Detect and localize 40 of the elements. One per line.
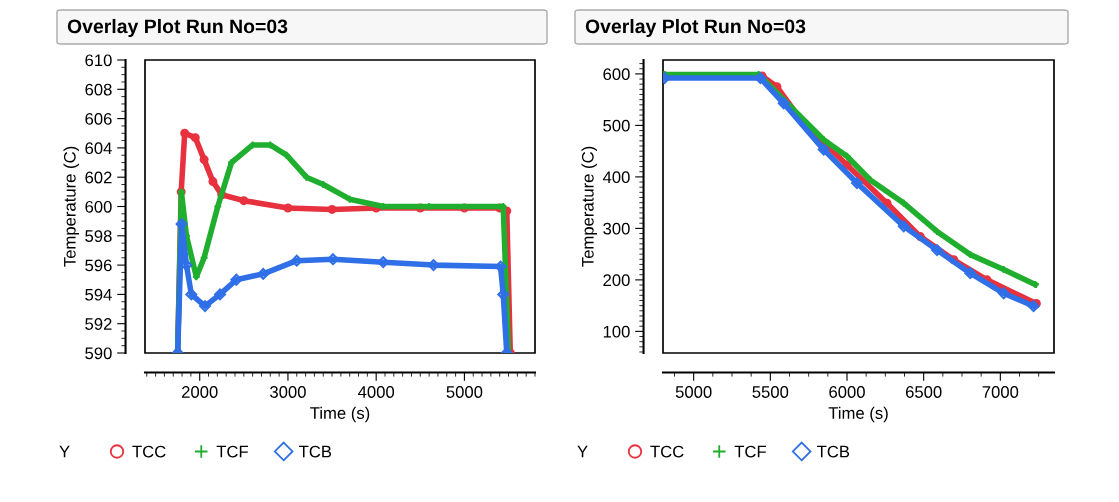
y-tick-label: 610 [85,54,112,67]
legend-label: TCC [650,445,684,458]
legend-label: TCB [817,445,850,458]
y-axis-title: Temperature (C) [581,146,597,267]
y-tick-label: 604 [85,142,112,155]
legend-label: TCF [216,445,248,458]
y-tick-label: 594 [85,288,112,301]
y-tick-label: 590 [85,347,112,360]
x-tick-label: 7000 [982,386,1019,398]
y-tick-label: 500 [603,119,630,132]
y-tick-label: 600 [603,68,630,81]
y-tick-label: 400 [602,171,630,184]
y-tick-label: 596 [85,259,112,272]
chart-title: Overlay Plot Run No=03 [67,18,288,38]
y-tick-label: 600 [85,200,112,213]
x-tick-label: 4000 [358,386,395,398]
x-tick-label: 6500 [905,386,942,398]
x-tick-label: 5500 [752,386,789,398]
x-tick-label: 6000 [829,386,865,398]
legend-label: TCC [132,445,166,458]
legend-title: Y [577,445,588,458]
y-tick-label: 598 [85,230,112,242]
y-tick-label: 608 [85,83,112,96]
x-tick-label: 5000 [446,386,483,398]
y-tick-label: 100 [603,325,630,338]
y-tick-label: 606 [85,113,112,125]
legend-title: Y [59,445,70,458]
x-tick-label: 2000 [182,386,218,398]
x-tick-label: 3000 [270,386,306,398]
x-tick-label: 5000 [675,386,712,398]
chart-title: Overlay Plot Run No=03 [585,18,806,38]
y-tick-label: 592 [85,318,112,330]
legend-label: TCF [734,445,766,458]
legend-label: TCB [299,445,332,458]
y-axis-title: Temperature (C) [63,146,79,267]
y-tick-label: 602 [85,171,112,184]
x-axis-title: Time (s) [310,406,370,423]
y-tick-label: 300 [603,222,630,235]
x-axis-title: Time (s) [828,406,888,423]
y-tick-label: 200 [603,274,630,287]
